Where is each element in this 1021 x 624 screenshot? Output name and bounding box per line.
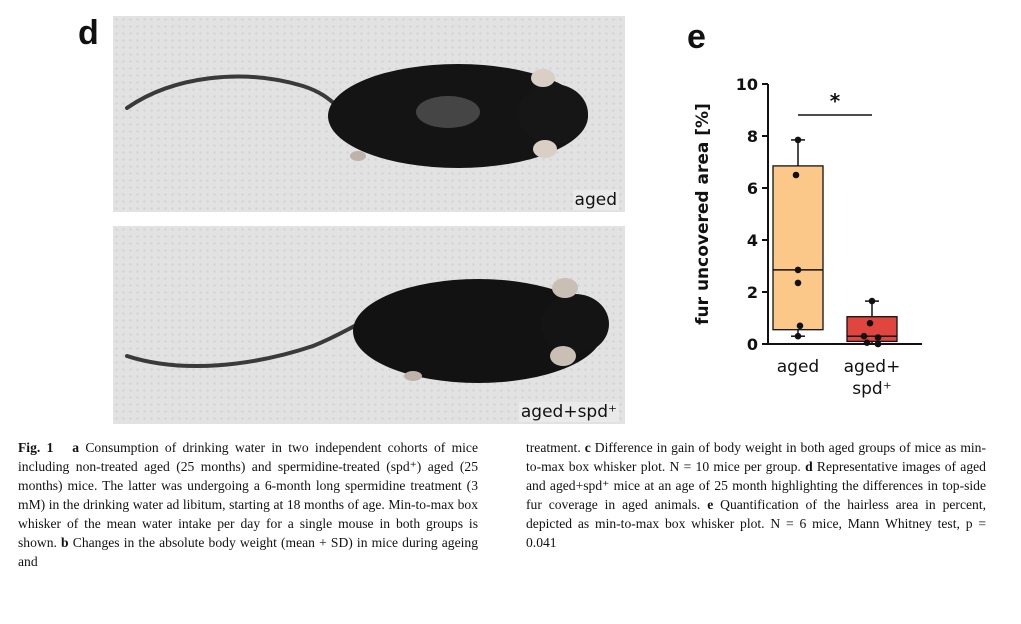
y-tick-label: 8 xyxy=(747,127,758,146)
y-tick-label: 2 xyxy=(747,283,758,302)
caption-c-n: N = 10 mice per group. xyxy=(670,459,801,474)
y-tick-label: 4 xyxy=(747,231,758,250)
caption-a-letter: a xyxy=(72,440,79,455)
caption-c-letter: c xyxy=(585,440,591,455)
caption-b-letter: b xyxy=(61,535,69,550)
y-tick-label: 6 xyxy=(747,179,758,198)
box-aged-spd xyxy=(847,317,897,342)
x-category-label: aged xyxy=(777,357,819,377)
data-point xyxy=(795,267,802,274)
data-point xyxy=(875,341,882,348)
significance-label: * xyxy=(830,89,841,113)
data-point xyxy=(795,333,802,340)
data-point xyxy=(867,320,874,327)
y-axis-label: fur uncovered area [%] xyxy=(693,103,713,325)
caption-a-text: Consumption of drinking water in two ind… xyxy=(18,440,478,550)
data-point xyxy=(875,334,882,341)
photo-label-aged: aged xyxy=(573,190,619,210)
caption-d-letter: d xyxy=(805,459,813,474)
fig-label: Fig. 1 xyxy=(18,440,53,455)
aged-spd-mouse-drawing xyxy=(113,226,625,424)
panel-e-letter: e xyxy=(687,18,706,57)
caption-continued-text: treatment. xyxy=(526,440,581,455)
x-category-label: aged+ xyxy=(844,357,901,377)
data-point xyxy=(795,280,802,287)
data-point xyxy=(797,323,804,330)
x-category-label: spd⁺ xyxy=(852,379,891,399)
data-point xyxy=(861,333,868,340)
y-tick-label: 10 xyxy=(736,75,758,94)
data-point xyxy=(793,172,800,179)
caption-e-letter: e xyxy=(707,497,713,512)
panel-d-letter: d xyxy=(78,14,99,53)
box-aged xyxy=(773,166,823,330)
data-point xyxy=(864,339,871,346)
aged-mouse-drawing xyxy=(113,16,625,212)
caption-left-column: Fig. 1 a Consumption of drinking water i… xyxy=(18,438,478,571)
caption-b-text: Changes in the absolute body weight (mea… xyxy=(18,535,478,569)
y-tick-label: 0 xyxy=(747,335,758,354)
fur-uncovered-box-plot: fur uncovered area [%] 0 2 4 6 8 10 aged aged+sp… xyxy=(680,64,930,409)
data-point xyxy=(795,137,802,144)
photo-aged-spd-mouse: aged+spd⁺ xyxy=(113,226,625,424)
photo-aged-mouse: aged xyxy=(113,16,625,212)
photo-label-aged-spd: aged+spd⁺ xyxy=(519,402,619,422)
caption-right-column: treatment. c Difference in gain of body … xyxy=(526,438,986,552)
data-point xyxy=(869,298,876,305)
